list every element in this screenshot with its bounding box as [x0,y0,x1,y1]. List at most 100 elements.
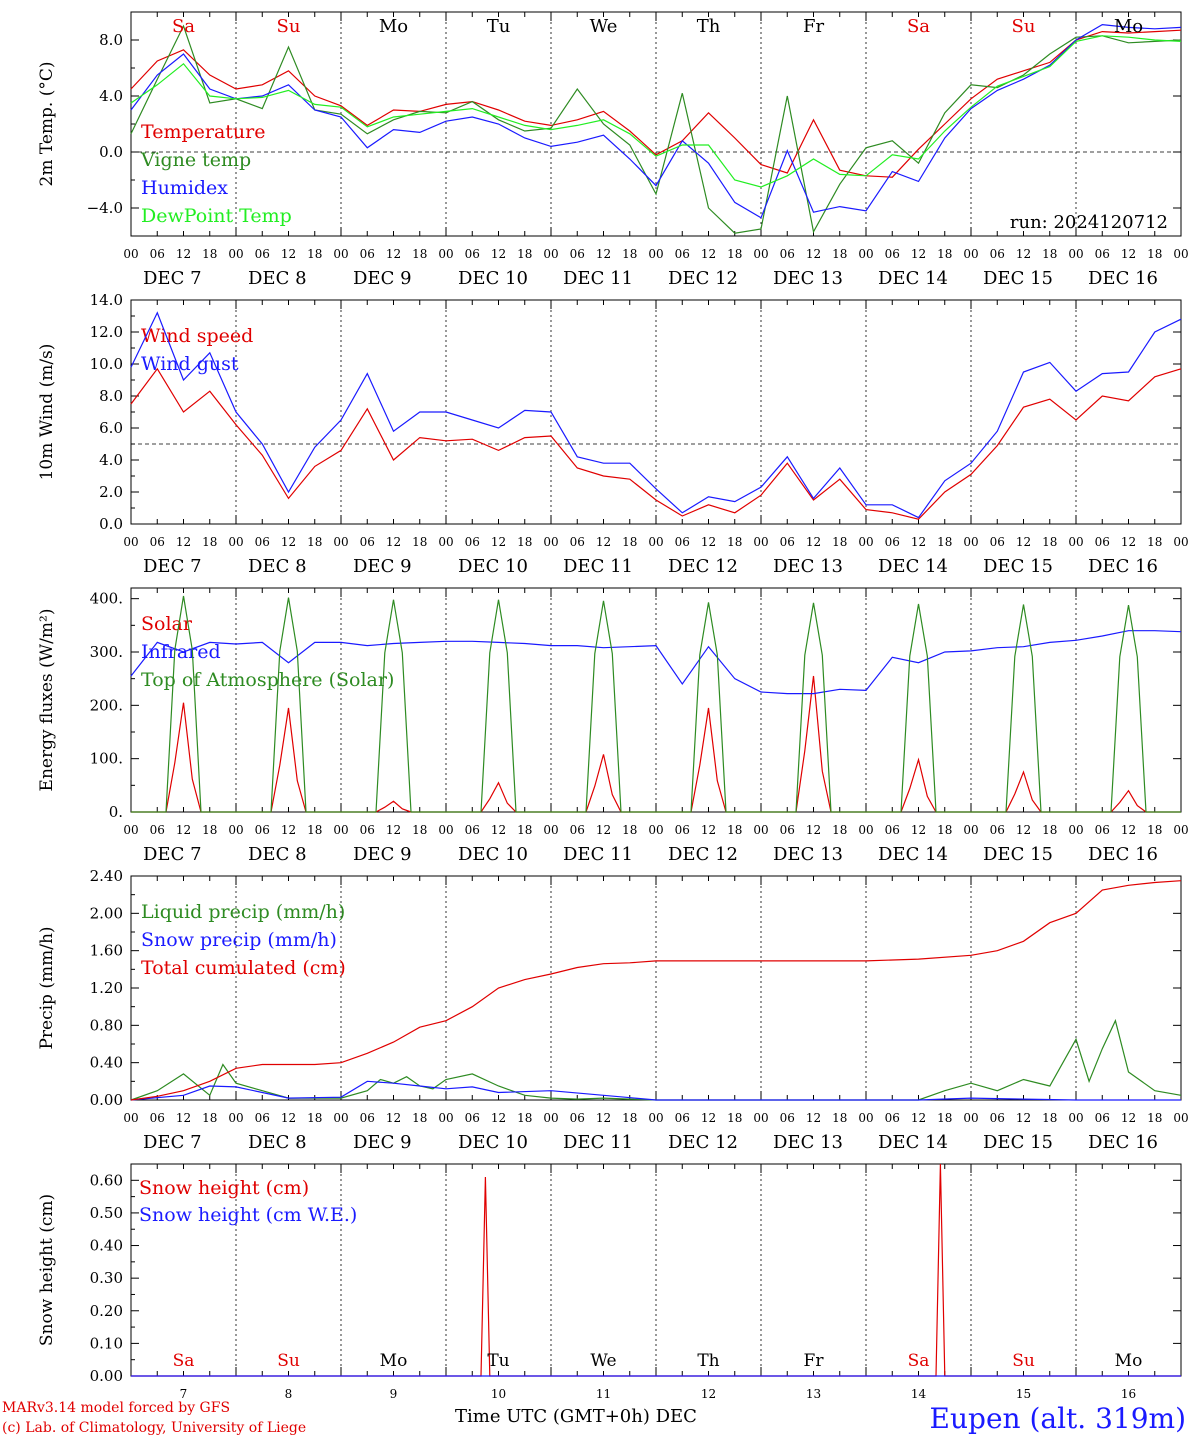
hour-label: 18 [1042,535,1057,549]
y-tick-label: 0. [109,803,123,821]
series-line-wind-speed [130,367,1182,520]
hour-label: 06 [570,535,585,549]
y-tick-label: 8.0 [99,31,123,49]
y-tick-label: −4.0 [87,199,123,217]
hour-label: 12 [176,247,191,261]
series-line-total-cumulated-cm [130,880,1182,1101]
date-label: DEC 12 [668,268,738,289]
series-line-liquid-precip-mm-h [130,1018,1182,1101]
hour-label: 18 [517,247,532,261]
hour-label: 12 [911,247,926,261]
hour-label: 00 [1173,247,1188,261]
legend-entry: Snow precip (mm/h) [141,929,337,951]
hour-label: 00 [438,823,453,837]
day-number-label: 11 [596,1387,611,1401]
hour-label: 18 [517,1111,532,1125]
y-tick-label: 0.00 [90,1091,123,1109]
credit-lab: (c) Lab. of Climatology, University of L… [2,1420,307,1436]
weekday-label: Mo [1114,16,1143,37]
series-line-top-of-atmosphere-solar [131,595,1181,813]
hour-label: 06 [675,823,690,837]
hour-label: 00 [1068,535,1083,549]
date-label: DEC 14 [878,844,948,865]
hour-label: 12 [281,535,296,549]
hour-label: 00 [648,1111,663,1125]
hour-label: 12 [281,247,296,261]
weekday-label: Fr [804,1351,825,1371]
weekday-label: Su [1012,16,1036,37]
hour-label: 12 [386,247,401,261]
legend-entry: Vigne temp [140,149,251,171]
hour-label: 00 [438,247,453,261]
date-label: DEC 16 [1088,844,1158,865]
date-label: DEC 11 [563,556,633,577]
date-label: DEC 12 [668,1132,738,1153]
date-label: DEC 15 [983,844,1053,865]
weekday-label: Tu [487,16,511,37]
hour-label: 00 [333,1111,348,1125]
hour-label: 06 [360,535,375,549]
hour-label: 12 [806,1111,821,1125]
hour-label: 18 [1147,1111,1162,1125]
hour-label: 00 [648,247,663,261]
y-tick-label: 0.30 [90,1269,123,1287]
hour-label: 06 [150,247,165,261]
hour-label: 18 [202,823,217,837]
hour-label: 18 [832,247,847,261]
hour-label: 12 [281,1111,296,1125]
date-label: DEC 8 [248,1132,307,1153]
hour-label: 00 [438,535,453,549]
day-number-label: 13 [806,1387,821,1401]
hour-label: 00 [963,535,978,549]
hour-label: 06 [780,535,795,549]
hour-label: 00 [1068,1111,1083,1125]
hour-label: 00 [648,535,663,549]
hour-label: 06 [255,247,270,261]
hour-label: 06 [780,1111,795,1125]
y-tick-label: 100. [90,750,123,768]
hour-label: 06 [465,535,480,549]
date-label: DEC 13 [773,268,843,289]
hour-label: 00 [228,1111,243,1125]
weekday-label: Mo [1115,1351,1143,1371]
hour-label: 06 [1095,535,1110,549]
date-label: DEC 8 [248,844,307,865]
legend-entry: Wind gust [141,353,239,375]
date-label: DEC 9 [353,268,412,289]
hour-label: 06 [570,1111,585,1125]
hour-label: 00 [1068,247,1083,261]
hour-label: 18 [622,1111,637,1125]
hour-label: 18 [412,1111,427,1125]
date-label: DEC 15 [983,1132,1053,1153]
hour-label: 18 [517,535,532,549]
weekday-label: Su [1012,1351,1035,1371]
hour-label: 00 [123,535,138,549]
hour-label: 12 [176,1111,191,1125]
weekday-label: Mo [380,1351,408,1371]
legend-entry: Snow height (cm W.E.) [139,1204,357,1226]
hour-label: 18 [832,535,847,549]
hour-label: 18 [1147,823,1162,837]
hour-label: 06 [360,247,375,261]
hour-label: 00 [1173,535,1188,549]
y-tick-label: 4.0 [99,451,123,469]
date-label: DEC 7 [143,556,202,577]
y-tick-label: 0.0 [99,515,123,533]
hour-label: 12 [701,247,716,261]
hour-label: 12 [176,535,191,549]
date-label: DEC 7 [143,268,202,289]
hour-label: 18 [832,823,847,837]
hour-label: 12 [701,823,716,837]
hour-label: 00 [228,247,243,261]
hour-label: 06 [465,247,480,261]
hour-label: 00 [123,823,138,837]
hour-label: 06 [885,1111,900,1125]
y-tick-label: 0.40 [90,1054,123,1072]
hour-label: 06 [885,823,900,837]
hour-label: 00 [543,823,558,837]
hour-label: 00 [438,1111,453,1125]
date-label: DEC 10 [458,1132,528,1153]
day-number-label: 15 [1016,1387,1031,1401]
run-label: run: 2024120712 [1010,212,1168,233]
